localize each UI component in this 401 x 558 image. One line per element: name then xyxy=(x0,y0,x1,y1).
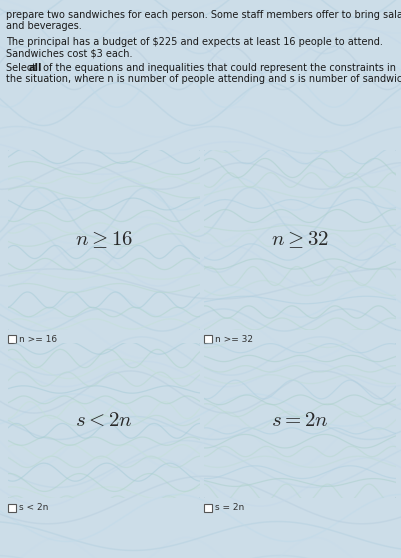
Text: $n \geq 32$: $n \geq 32$ xyxy=(271,229,329,251)
Text: n >= 32: n >= 32 xyxy=(215,334,253,344)
Text: s < 2n: s < 2n xyxy=(19,503,49,512)
Bar xyxy=(8,504,16,512)
Text: $s < 2n$: $s < 2n$ xyxy=(75,411,133,431)
Text: n >= 16: n >= 16 xyxy=(19,334,57,344)
Text: s = 2n: s = 2n xyxy=(215,503,244,512)
Bar xyxy=(8,335,16,343)
Text: $s = 2n$: $s = 2n$ xyxy=(271,411,329,431)
Text: prepare two sandwiches for each person. Some staff members offer to bring salads: prepare two sandwiches for each person. … xyxy=(6,10,401,20)
Text: and beverages.: and beverages. xyxy=(6,21,82,31)
Bar xyxy=(204,504,212,512)
Text: The principal has a budget of $225 and expects at least 16 people to attend.: The principal has a budget of $225 and e… xyxy=(6,37,383,47)
Text: Select: Select xyxy=(6,63,39,73)
Text: of the equations and inequalities that could represent the constraints in: of the equations and inequalities that c… xyxy=(40,63,396,73)
Bar xyxy=(204,335,212,343)
Text: Sandwiches cost $3 each.: Sandwiches cost $3 each. xyxy=(6,48,132,58)
Text: $n \geq 16$: $n \geq 16$ xyxy=(75,229,133,251)
Text: all: all xyxy=(29,63,43,73)
Text: the situation, where n is number of people attending and s is number of sandwich: the situation, where n is number of peop… xyxy=(6,74,401,84)
